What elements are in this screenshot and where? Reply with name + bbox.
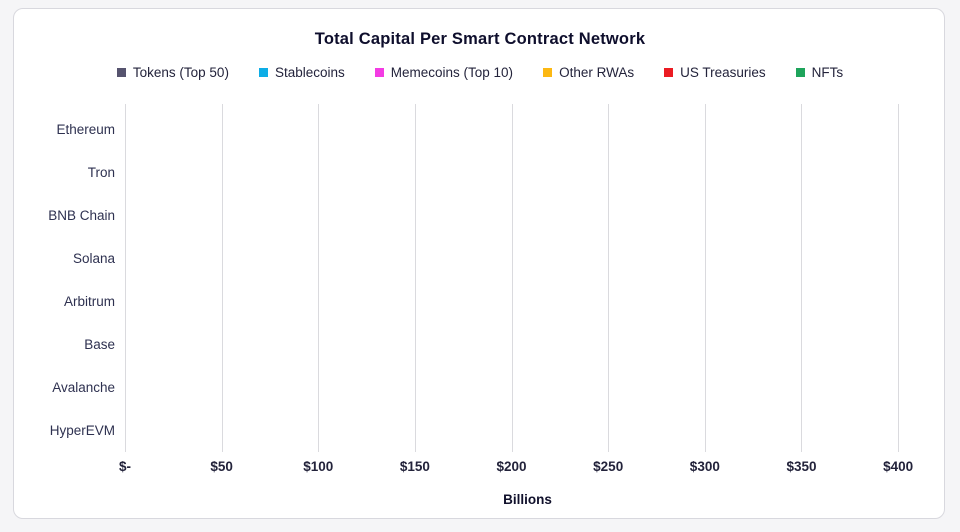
legend-item-memecoins-top-10: Memecoins (Top 10)	[374, 65, 514, 80]
gridline	[318, 104, 320, 452]
legend-item-us-treasuries: US Treasuries	[664, 65, 766, 80]
category-label-base: Base	[84, 337, 115, 352]
legend-label: Memecoins (Top 10)	[390, 65, 514, 80]
legend-item-tokens-top-50: Tokens (Top 50)	[116, 65, 229, 80]
category-label-tron: Tron	[87, 165, 115, 180]
gridline	[898, 104, 900, 452]
x-tick-: $-	[118, 459, 132, 474]
legend-label: Other RWAs	[559, 65, 635, 80]
legend-item-stablecoins: Stablecoins	[258, 65, 345, 80]
gridline	[704, 104, 706, 452]
category-label-hyperevm: HyperEVM	[49, 423, 115, 438]
x-tick-100: $100	[303, 459, 334, 474]
legend-swatch-other-rwas	[543, 68, 553, 77]
x-tick-250: $250	[593, 459, 624, 474]
category-label-avalanche: Avalanche	[52, 380, 115, 395]
chart-title: Total Capital Per Smart Contract Network	[314, 30, 646, 48]
x-tick-150: $150	[399, 459, 430, 474]
gridline	[801, 104, 803, 452]
gridline	[608, 104, 610, 452]
category-label-arbitrum: Arbitrum	[63, 294, 115, 309]
category-label-solana: Solana	[72, 251, 115, 266]
value-axis-ticks: $- $50 $100 $150 $200 $250 $300 $350 $400	[119, 459, 930, 477]
gridline	[414, 104, 416, 452]
gridline	[221, 104, 223, 452]
legend-swatch-memecoins-top-10	[374, 68, 384, 77]
legend-label: Stablecoins	[274, 65, 345, 80]
legend: Tokens (Top 50) Stablecoins Memecoins (Top…	[0, 65, 960, 80]
legend-item-nfts: NFTs	[795, 65, 844, 80]
legend-label: NFTs	[811, 65, 844, 80]
legend-item-other-rwas: Other RWAs	[543, 65, 634, 80]
legend-label: US Treasuries	[680, 65, 766, 80]
plot-area	[125, 104, 930, 452]
x-tick-50: $50	[210, 459, 233, 474]
x-tick-200: $200	[496, 459, 527, 474]
value-axis-title: Billions	[503, 492, 552, 507]
legend-swatch-tokens-top-50	[116, 68, 126, 77]
gridline	[125, 104, 126, 452]
chart-card	[13, 8, 945, 519]
x-tick-400: $400	[883, 459, 914, 474]
gridline	[511, 104, 513, 452]
category-label-bnb-chain: BNB Chain	[48, 208, 115, 223]
category-label-ethereum: Ethereum	[56, 122, 115, 137]
x-tick-300: $300	[689, 459, 720, 474]
legend-swatch-us-treasuries	[664, 68, 674, 77]
legend-swatch-stablecoins	[258, 68, 268, 77]
x-tick-350: $350	[786, 459, 817, 474]
legend-swatch-nfts	[795, 68, 805, 77]
legend-label: Tokens (Top 50)	[132, 65, 229, 80]
